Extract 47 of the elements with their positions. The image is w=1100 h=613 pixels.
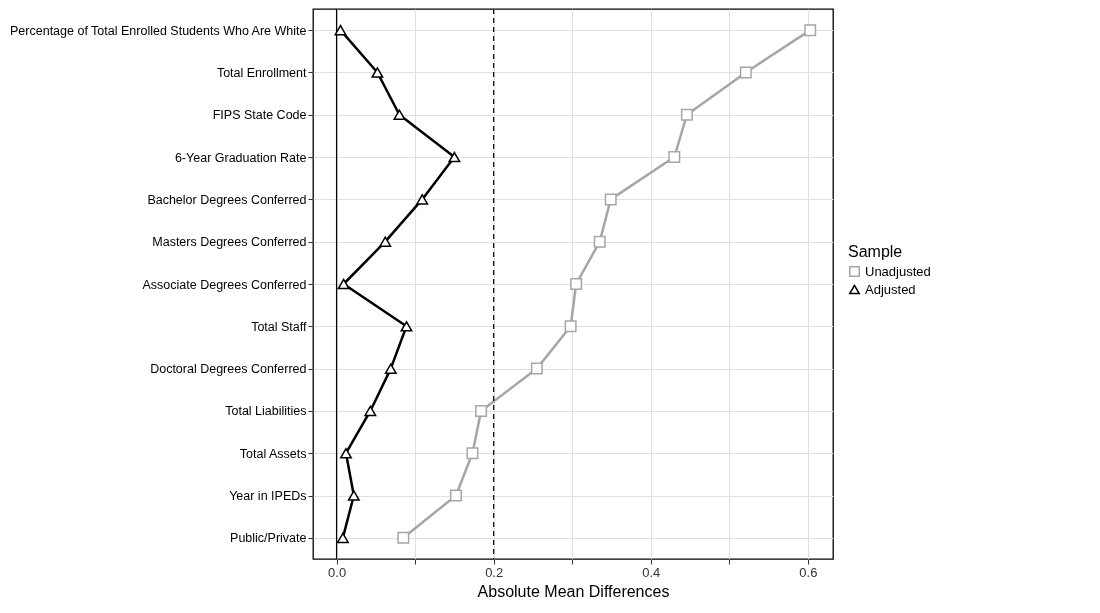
- y-tick-label: FIPS State Code: [212, 108, 307, 123]
- text: 0.0: [328, 564, 347, 580]
- point: [334, 24, 347, 36]
- x-axis-title: Absolute Mean Differences: [477, 582, 670, 600]
- point: [804, 24, 817, 37]
- x-tick-label: 0.4: [642, 564, 661, 580]
- y-tick-label: Associate Degrees Conferred: [142, 277, 307, 292]
- point: [570, 278, 583, 290]
- point: [393, 109, 406, 121]
- point: [466, 447, 479, 460]
- legend-label: Adjusted: [865, 281, 916, 297]
- legend-label: Unadjusted: [865, 263, 931, 279]
- point: [384, 363, 397, 374]
- point: [416, 194, 429, 205]
- y-tick-label: Bachelor Degrees Conferred: [147, 192, 307, 207]
- y-tick-label: Total Enrollment: [216, 65, 308, 80]
- point: [475, 404, 488, 417]
- point: [400, 321, 413, 332]
- y-tick-label: Year in IPEDs: [229, 489, 307, 504]
- point: [347, 490, 360, 501]
- point: [530, 362, 543, 375]
- y-tick-label: Total Liabilities: [225, 404, 307, 419]
- point: [448, 151, 461, 163]
- point: [668, 151, 681, 164]
- point: [680, 108, 693, 121]
- point: [336, 532, 349, 544]
- point: [397, 531, 410, 544]
- point: [337, 278, 350, 290]
- point: [593, 235, 606, 248]
- y-tick-label: Public/Private: [230, 531, 307, 546]
- y-tick-label: Doctoral Degrees Conferred: [150, 362, 307, 377]
- y-tick-label: 6-Year Graduation Rate: [174, 150, 307, 165]
- legend-title: Sample: [848, 243, 903, 260]
- point: [449, 489, 462, 502]
- y-tick-label: Masters Degrees Conferred: [152, 235, 307, 250]
- y-tick-label: Total Assets: [239, 446, 307, 461]
- point: [604, 193, 617, 206]
- y-tick-label: Total Staff: [251, 319, 308, 334]
- point: [739, 66, 752, 79]
- point: [340, 447, 352, 459]
- point: [364, 405, 377, 417]
- x-tick-label: 0.6: [799, 564, 818, 580]
- point: [371, 67, 384, 78]
- x-tick-label: 0.2: [485, 564, 504, 580]
- y-tick-label: Percentage of Total Enrolled Students Who Are White: [10, 23, 307, 38]
- point: [379, 236, 392, 247]
- point: [564, 320, 577, 333]
